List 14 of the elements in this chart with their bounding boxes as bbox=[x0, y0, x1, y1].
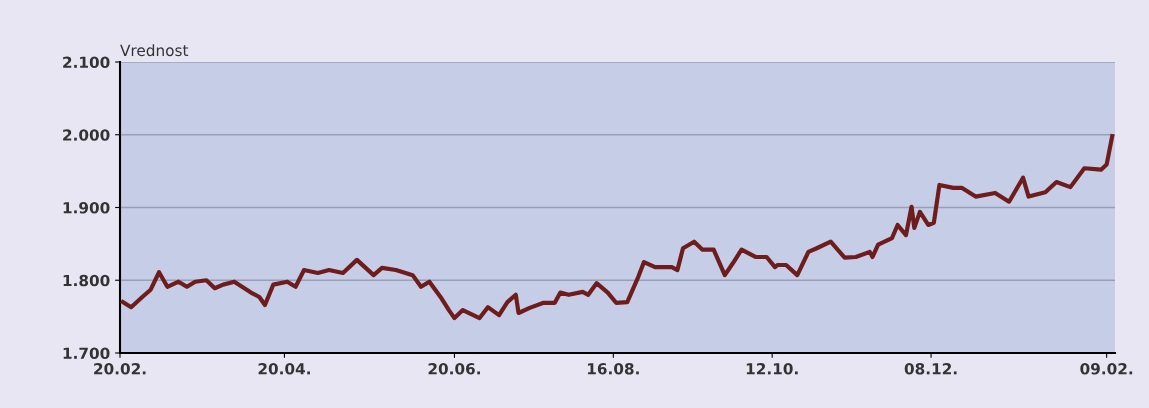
y-tick-label: 2.000 bbox=[63, 129, 110, 141]
x-tick-label: 20.04. bbox=[258, 362, 310, 375]
x-tick-label: 20.06. bbox=[428, 362, 480, 375]
y-tick-label: 1.700 bbox=[63, 347, 110, 360]
y-tick-label: 1.800 bbox=[63, 274, 110, 287]
x-tick-label: 08.12. bbox=[904, 362, 957, 375]
line-series bbox=[120, 134, 1115, 321]
y-tick-label: 1.900 bbox=[63, 201, 110, 214]
x-tick-label: 16.08. bbox=[587, 362, 639, 375]
y-tick-label: 2.100 bbox=[63, 56, 110, 69]
x-tick-label: 09.02. bbox=[1080, 362, 1133, 375]
x-tick-label: 12.10. bbox=[746, 362, 798, 375]
x-tick-label: 20.02. bbox=[94, 362, 146, 375]
y-axis-title: Vrednost bbox=[120, 44, 189, 57]
